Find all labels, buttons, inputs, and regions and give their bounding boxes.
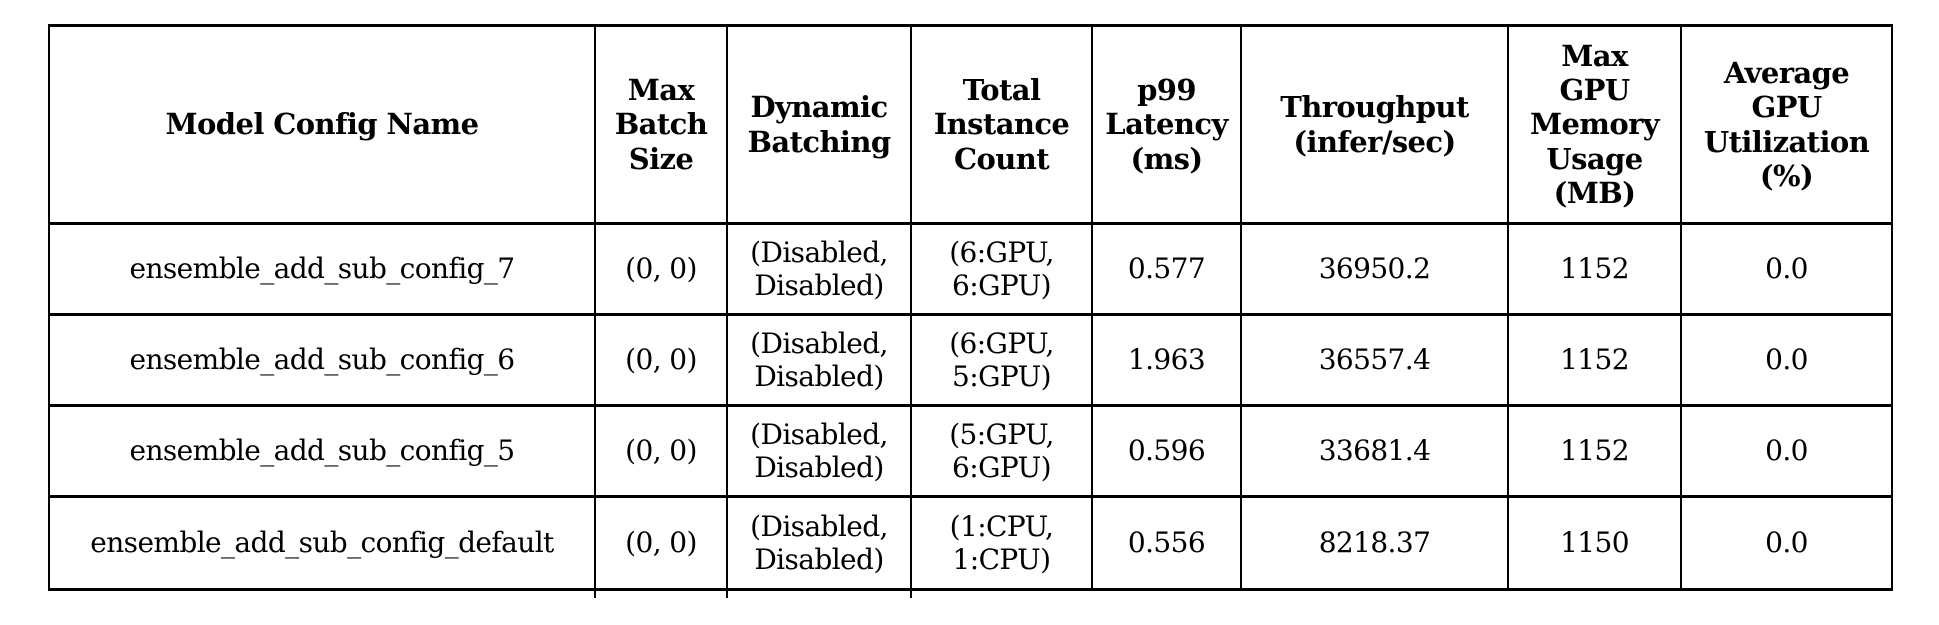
- table-row: ensemble_add_sub_config_6 (0, 0) (Disabl…: [48, 313, 1893, 407]
- cell-throughput: 8218.37: [1240, 495, 1509, 591]
- cell-max-gpu-memory-usage: 1152: [1507, 222, 1682, 316]
- cell-total-instance-count: (5:GPU, 6:GPU): [910, 404, 1093, 498]
- cell-p99-latency: 1.963: [1091, 313, 1242, 407]
- cell-dynamic-batching: (Disabled, Disabled): [726, 495, 912, 591]
- column-header-total-instance-count: Total Instance Count: [910, 24, 1093, 225]
- table-row: ensemble_add_sub_config_7 (0, 0) (Disabl…: [48, 222, 1893, 316]
- column-header-p99-latency: p99 Latency (ms): [1091, 24, 1242, 225]
- cell-average-gpu-utilization: 0.0: [1680, 313, 1893, 407]
- cell-max-batch-size: (0, 0): [594, 313, 728, 407]
- cell-p99-latency: 0.556: [1091, 495, 1242, 591]
- cell-average-gpu-utilization: 0.0: [1680, 222, 1893, 316]
- column-header-average-gpu-utilization: Average GPU Utilization (%): [1680, 24, 1893, 225]
- table-row: ensemble_add_sub_config_5 (0, 0) (Disabl…: [48, 404, 1893, 498]
- cell-dynamic-batching: (Disabled, Disabled): [726, 404, 912, 498]
- column-header-max-batch-size: Max Batch Size: [594, 24, 728, 225]
- cell-max-gpu-memory-usage: 1152: [1507, 313, 1682, 407]
- cutoff-grid-line: [726, 586, 728, 598]
- column-header-model-config-name: Model Config Name: [48, 24, 596, 225]
- cell-dynamic-batching: (Disabled, Disabled): [726, 313, 912, 407]
- cell-max-gpu-memory-usage: 1150: [1507, 495, 1682, 591]
- column-header-max-gpu-memory-usage: Max GPU Memory Usage (MB): [1507, 24, 1682, 225]
- cell-max-batch-size: (0, 0): [594, 404, 728, 498]
- cell-total-instance-count: (6:GPU, 5:GPU): [910, 313, 1093, 407]
- cell-average-gpu-utilization: 0.0: [1680, 495, 1893, 591]
- cell-model-config-name: ensemble_add_sub_config_5: [48, 404, 596, 498]
- cell-total-instance-count: (6:GPU, 6:GPU): [910, 222, 1093, 316]
- cell-dynamic-batching: (Disabled, Disabled): [726, 222, 912, 316]
- table-row: ensemble_add_sub_config_default (0, 0) (…: [48, 495, 1893, 591]
- cell-model-config-name: ensemble_add_sub_config_default: [48, 495, 596, 591]
- model-config-performance-table: Model Config Name Max Batch Size Dynamic…: [48, 24, 1893, 591]
- cell-p99-latency: 0.596: [1091, 404, 1242, 498]
- cell-max-batch-size: (0, 0): [594, 495, 728, 591]
- cell-throughput: 36557.4: [1240, 313, 1509, 407]
- cell-model-config-name: ensemble_add_sub_config_6: [48, 313, 596, 407]
- cell-total-instance-count: (1:CPU, 1:CPU): [910, 495, 1093, 591]
- cell-model-config-name: ensemble_add_sub_config_7: [48, 222, 596, 316]
- cutoff-grid-line: [910, 586, 912, 598]
- cell-throughput: 36950.2: [1240, 222, 1509, 316]
- column-header-throughput: Throughput (infer/sec): [1240, 24, 1509, 225]
- cell-max-batch-size: (0, 0): [594, 222, 728, 316]
- cell-average-gpu-utilization: 0.0: [1680, 404, 1893, 498]
- cell-throughput: 33681.4: [1240, 404, 1509, 498]
- cell-max-gpu-memory-usage: 1152: [1507, 404, 1682, 498]
- header-row: Model Config Name Max Batch Size Dynamic…: [48, 24, 1893, 225]
- cell-p99-latency: 0.577: [1091, 222, 1242, 316]
- column-header-dynamic-batching: Dynamic Batching: [726, 24, 912, 225]
- cutoff-grid-line: [594, 586, 596, 598]
